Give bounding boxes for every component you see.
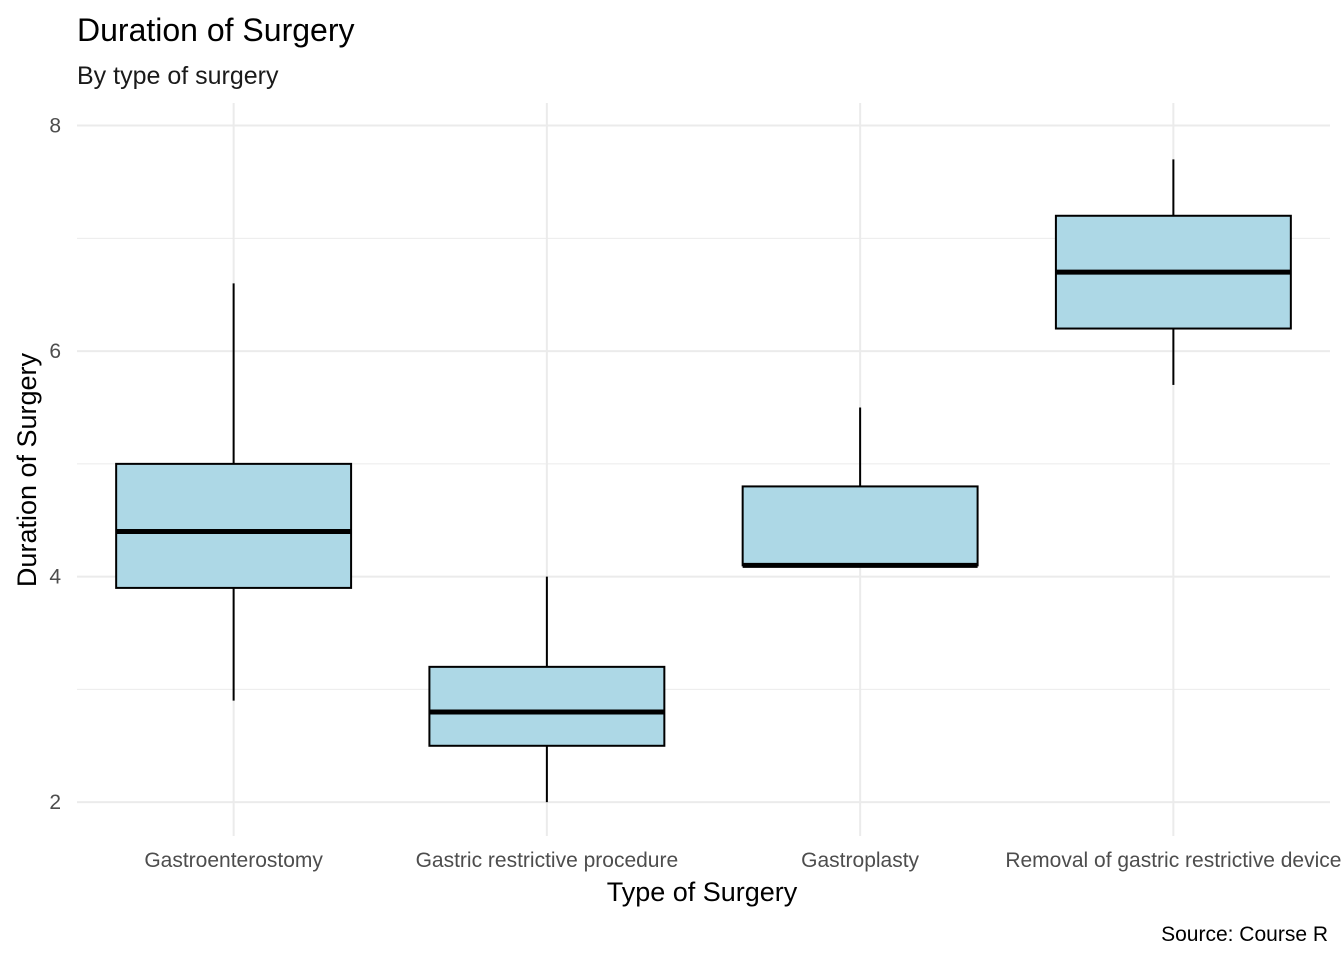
x-axis-title: Type of Surgery <box>607 877 798 907</box>
y-axis-title: Duration of Surgery <box>12 352 42 587</box>
x-tick-label: Gastric restrictive procedure <box>416 849 679 872</box>
box-iqr <box>115 462 353 589</box>
y-tick-label: 8 <box>49 115 61 138</box>
box-iqr <box>428 665 666 747</box>
chart-caption: Source: Course R <box>1161 923 1328 946</box>
box-2 <box>428 576 666 803</box>
boxes <box>115 159 1292 803</box>
y-tick-label: 4 <box>49 566 61 589</box>
x-axis-ticks: Gastroenterostomy Gastric restrictive pro… <box>144 849 1341 872</box>
x-tick-label: Removal of gastric restrictive device <box>1005 849 1341 872</box>
chart-subtitle: By type of surgery <box>77 62 279 90</box>
box-iqr <box>741 485 979 567</box>
x-tick-label: Gastroenterostomy <box>144 849 323 872</box>
x-tick-label: Gastroplasty <box>801 849 919 872</box>
y-tick-label: 2 <box>49 791 61 814</box>
box-4 <box>1054 159 1292 385</box>
y-tick-label: 6 <box>49 340 61 363</box>
box-1 <box>115 283 353 701</box>
chart-title: Duration of Surgery <box>77 12 354 48</box>
box-3 <box>741 407 979 568</box>
y-axis-ticks: 2 4 6 8 <box>49 115 61 815</box>
